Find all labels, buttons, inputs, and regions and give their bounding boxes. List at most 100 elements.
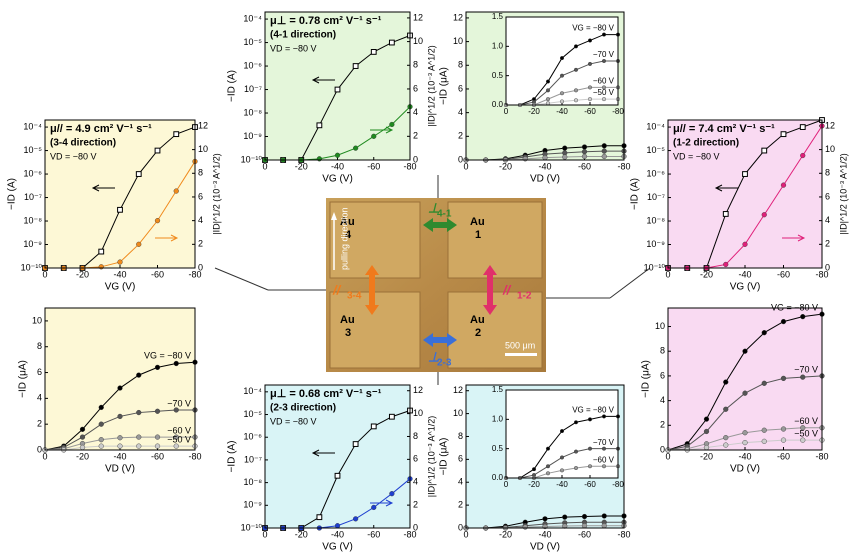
marker (602, 33, 606, 37)
y-tick-label: 10⁻⁵ (24, 145, 43, 155)
marker (582, 154, 587, 159)
x-tick-label: -60 (777, 269, 790, 279)
y-tick-label: 10⁻⁶ (24, 168, 43, 178)
y-tick-label: 6 (660, 370, 665, 380)
marker (781, 132, 786, 137)
y-tick-label: 10⁻⁶ (244, 432, 263, 442)
figure: 0 -20 -40 -60 -80 10⁻¹⁰ 10⁻⁹ 10⁻⁸ 10⁻⁷ 10⁻⁶ 10⁻⁵ 10… (0, 0, 854, 558)
marker (800, 125, 805, 130)
marker (80, 445, 85, 450)
y-tick-label: 12 (453, 385, 463, 395)
marker (602, 415, 606, 419)
y-tick-label: 10⁻⁸ (243, 477, 262, 487)
marker (543, 516, 548, 521)
annotation: VD = −80 V (50, 151, 97, 161)
x-axis-label: VG (V) (730, 282, 761, 293)
y2-tick-label: 6 (413, 454, 418, 464)
annotation: μ⊥ = 0.68 cm² V⁻¹ s⁻¹ (270, 388, 382, 400)
y-tick-label: 10⁻⁹ (646, 239, 665, 249)
marker (389, 414, 394, 419)
marker (704, 429, 709, 434)
marker (762, 381, 767, 386)
x-tick-label: -40 (113, 269, 126, 279)
y-axis-label: −ID (μA) (18, 360, 29, 398)
y2-tick-label: 6 (198, 191, 203, 201)
marker (723, 435, 728, 440)
marker (574, 45, 578, 49)
y-tick-label: 10⁻⁹ (23, 239, 42, 249)
marker (560, 91, 564, 95)
y-tick-label: 4 (37, 393, 42, 403)
marker (546, 101, 550, 105)
marker (335, 153, 340, 158)
electrode (448, 292, 542, 368)
y2-axis-label: |ID|^1/2 (10⁻³ A^1/2) (426, 45, 436, 126)
y-tick-label: 8 (37, 341, 42, 351)
marker (723, 407, 728, 412)
marker (588, 39, 592, 43)
marker (389, 122, 394, 127)
marker (582, 149, 587, 154)
marker (560, 74, 564, 78)
series-label: −70 V (593, 50, 615, 59)
series-label: −60 V (593, 455, 615, 464)
marker (574, 68, 578, 72)
marker (560, 469, 564, 473)
annotation: μ⊥ = 0.78 cm² V⁻¹ s⁻¹ (270, 15, 382, 27)
y-tick-label: 1.0 (492, 41, 504, 50)
marker (155, 365, 160, 370)
series-label: VG = −80 V (144, 351, 191, 361)
y-tick-label: 1.0 (492, 414, 504, 423)
marker (174, 189, 179, 194)
y-tick-label: 2 (458, 131, 463, 141)
marker (389, 491, 394, 496)
y2-tick-label: 12 (413, 12, 423, 22)
x-tick-label: -80 (815, 451, 828, 461)
connector (610, 268, 650, 298)
y-tick-label: 10⁻⁷ (24, 192, 42, 202)
y2-tick-label: 0 (825, 262, 830, 272)
marker (317, 515, 322, 520)
marker (155, 435, 160, 440)
marker (781, 183, 786, 188)
marker (602, 154, 607, 159)
direction-sub: 1-2 (517, 291, 532, 302)
direction-sub: 4-1 (437, 209, 452, 220)
scale-bar (505, 353, 537, 356)
x-axis-label: VD (V) (105, 464, 135, 475)
annotation: VD = −80 V (270, 416, 317, 426)
x-tick-label: 0 (665, 451, 670, 461)
marker (155, 444, 160, 449)
y2-tick-label: 12 (413, 385, 423, 395)
y-tick-label: 10⁻¹⁰ (241, 154, 263, 164)
marker (588, 97, 592, 101)
x-tick-label: 0 (42, 451, 47, 461)
y-tick-label: 10⁻⁸ (23, 215, 42, 225)
marker (136, 172, 141, 177)
series-label: −60 V (794, 416, 818, 426)
marker (118, 444, 123, 449)
x-tick-label: -80 (617, 161, 630, 171)
marker (588, 86, 592, 90)
y2-tick-label: 4 (413, 477, 418, 487)
y-tick-label: 4 (660, 395, 665, 405)
marker (588, 418, 592, 422)
marker (80, 427, 85, 432)
x-tick-label: -20 (528, 107, 540, 116)
x-tick-label: -60 (584, 107, 596, 116)
annotation: (2-3 direction) (270, 403, 336, 414)
marker (546, 472, 550, 476)
marker (800, 153, 805, 158)
series-label: −60 V (593, 77, 615, 86)
x-tick-label: -20 (700, 451, 713, 461)
x-tick-label: 0 (463, 529, 468, 539)
marker (546, 80, 550, 84)
y-tick-label: 0 (37, 444, 42, 454)
marker (762, 148, 767, 153)
y2-tick-label: 4 (413, 107, 418, 117)
marker (762, 212, 767, 217)
marker (136, 435, 141, 440)
y-tick-label: 10 (453, 408, 463, 418)
y-tick-label: 10⁻⁶ (244, 60, 263, 70)
marker (353, 442, 358, 447)
